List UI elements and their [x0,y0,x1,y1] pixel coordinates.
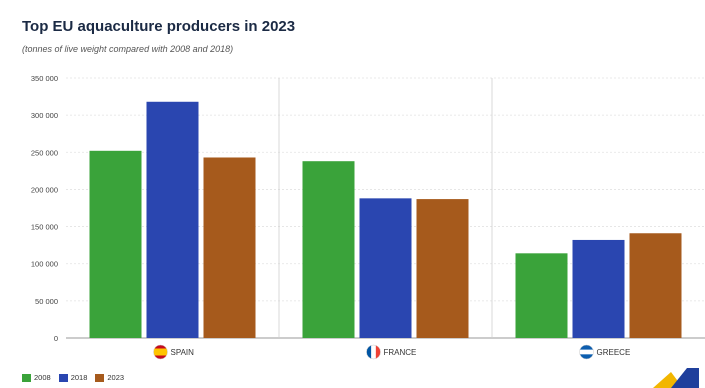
chart-title: Top EU aquaculture producers in 2023 [22,18,296,35]
legend-item-2023: 2023 [95,373,124,382]
y-tick-label: 200 000 [31,185,58,194]
legend-swatch [95,373,105,382]
legend-swatch [22,373,31,382]
legend: 2008 2018 2023 [22,373,124,382]
legend-label: 2023 [107,373,125,382]
legend-label: 2008 [34,373,51,382]
bar-france-2008 [302,161,355,338]
bar-chart: 0 50 000 100 000 150 000 200 000 250 000 300 0… [31,74,705,360]
y-tick-label: 300 000 [31,111,58,120]
bar-spain-2008 [89,150,142,338]
category-label-spain: SPAIN [171,348,195,357]
spain-flag-icon [153,344,168,360]
chart-subtitle: (tonnes of live weight compared with 200… [22,44,234,54]
bar-france-2018 [359,198,412,338]
bar-spain-2023 [203,157,256,338]
legend-item-2008: 2008 [22,373,51,382]
greece-flag-icon [579,344,594,360]
bar-greece-2018 [572,239,625,338]
y-tick-label: 50 000 [35,297,58,306]
legend-label: 2018 [70,373,88,382]
bar-greece-2008 [515,253,568,338]
y-tick-label: 350 000 [31,74,58,83]
y-tick-label: 250 000 [31,148,58,157]
y-tick-label: 150 000 [31,223,58,232]
y-tick-label: 100 000 [31,260,58,269]
bar-spain-2018 [146,101,199,339]
legend-swatch [58,373,68,382]
category-label-france: FRANCE [384,348,417,357]
category-label-greece: GREECE [597,348,631,357]
y-tick-label: 0 [54,334,58,343]
bar-greece-2023 [629,233,682,338]
legend-item-2018: 2018 [58,373,88,382]
bar-france-2023 [416,199,469,338]
eurostat-logo-icon [653,368,699,388]
france-flag-icon [366,344,381,360]
